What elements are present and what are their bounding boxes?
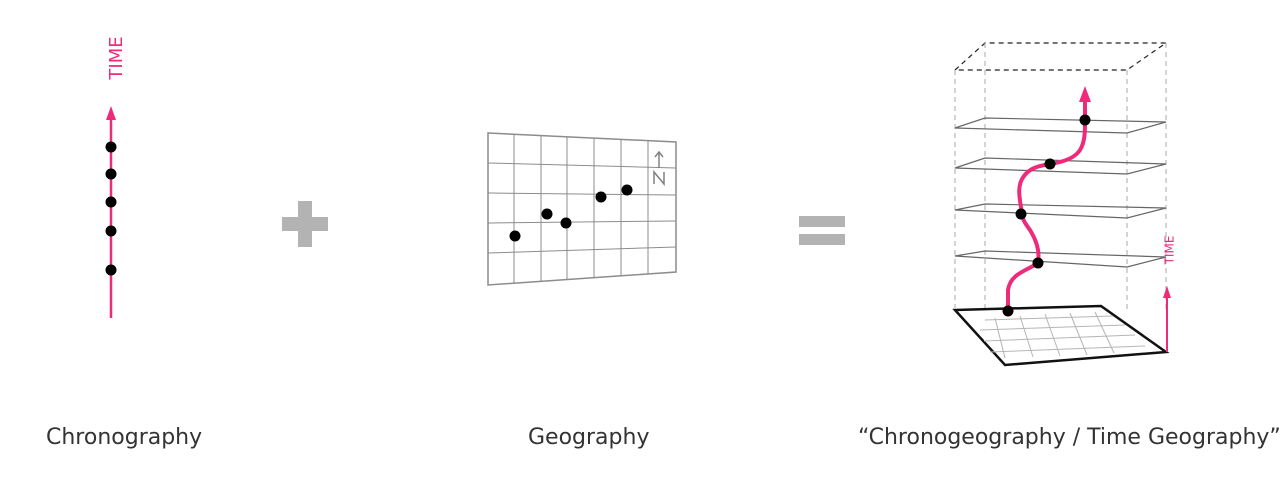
chronogeography-time-label: TIME [1163, 236, 1177, 266]
space-time-path-arrow-icon [1079, 86, 1091, 102]
chronography-event-dot [105, 225, 117, 237]
equals-icon [799, 216, 845, 245]
base-map-plane [952, 304, 1170, 367]
chronogeography-event-dot [1032, 257, 1044, 269]
geography-map-grid [487, 132, 677, 286]
chronography-event-dot [105, 264, 117, 276]
geography-panel: Geography [487, 132, 677, 450]
chronography-arrow-head-icon [106, 106, 116, 120]
north-arrow-icon [653, 150, 665, 187]
chronography-event-dot [105, 196, 117, 208]
chronography-event-dot [105, 141, 117, 153]
space-time-box [953, 42, 1168, 312]
chronogeography-panel: TIME “Chronogeography / Time Geography” [858, 42, 1280, 450]
chronography-caption: Chronography [46, 425, 202, 450]
geography-caption: Geography [528, 425, 649, 450]
plus-icon [282, 201, 328, 247]
geography-location-dot [560, 217, 572, 229]
chronography-event-dot [105, 168, 117, 180]
chronogeography-event-dot [1015, 208, 1027, 220]
chronogeography-caption: “Chronogeography / Time Geography” [858, 425, 1280, 450]
geography-location-dot [509, 230, 521, 242]
chronography-panel: TIME Chronography [46, 36, 202, 450]
geography-location-dot [595, 191, 607, 203]
geography-location-dot [541, 208, 553, 220]
chronogeography-event-dot [1002, 305, 1014, 317]
chronography-time-label: TIME [106, 36, 127, 80]
time-slice-planes [954, 117, 1167, 268]
chronogeography-event-dot [1044, 158, 1056, 170]
geography-location-dot [621, 184, 633, 196]
chronogeography-event-dot [1079, 114, 1091, 126]
chronogeography-time-arrow-icon [1163, 286, 1171, 298]
